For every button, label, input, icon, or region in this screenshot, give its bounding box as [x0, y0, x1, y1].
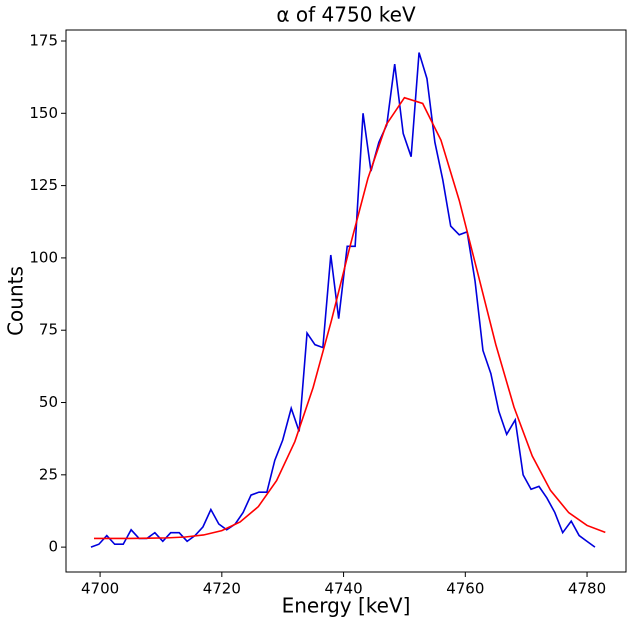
x-tick-label: 4740: [324, 580, 362, 598]
data-line: [90, 52, 596, 548]
chart-title: α of 4750 keV: [276, 3, 416, 27]
y-tick-label: 50: [39, 393, 58, 411]
plot-frame: [65, 29, 627, 573]
y-tick-label: 0: [48, 538, 58, 556]
x-tick-label: 4720: [203, 580, 241, 598]
x-tick-label: 4700: [81, 580, 119, 598]
x-tick-label: 4760: [446, 580, 484, 598]
y-tick-label: 125: [29, 176, 58, 194]
x-tick-label: 4780: [568, 580, 606, 598]
x-axis-label: Energy [keV]: [282, 594, 411, 618]
y-tick-label: 75: [39, 321, 58, 339]
y-tick-label: 175: [29, 31, 58, 49]
y-axis-label: Counts: [4, 266, 28, 336]
y-tick-label: 100: [29, 248, 58, 266]
y-tick-label: 25: [39, 465, 58, 483]
data-line: [94, 96, 606, 540]
y-tick-label: 150: [29, 104, 58, 122]
